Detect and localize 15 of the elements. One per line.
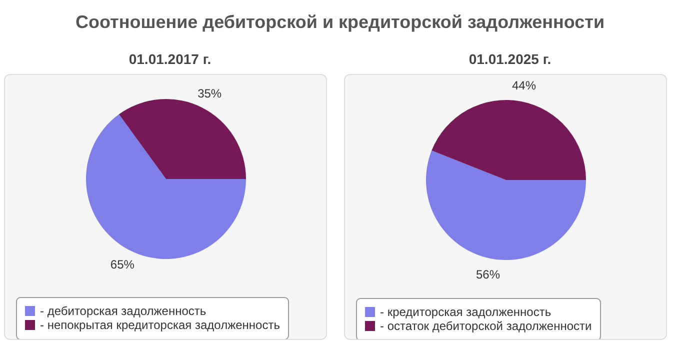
data-label: 44% [512, 78, 536, 93]
pie-slice [426, 150, 586, 260]
data-label: 65% [110, 258, 135, 272]
legend-label: - дебиторская задолженность [40, 304, 206, 318]
pie-slice [86, 114, 246, 259]
data-label: 56% [476, 267, 500, 282]
legend-label: - остаток дебиторской задолженности [380, 319, 592, 333]
pie-slice [432, 100, 586, 180]
legend-label: - кредиторская задолженность [380, 305, 552, 319]
text: Соотношение дебиторской и кредиторской задолженности [74, 11, 606, 34]
pie-slice [118, 99, 246, 179]
legend-label: - непокрытая кредиторская задолженность [40, 318, 280, 332]
data-label: 35% [198, 86, 222, 100]
chart-subtitle: 01.01.2017 г. [128, 50, 212, 69]
chart-subtitle: 01.01.2025 г. [468, 50, 552, 69]
